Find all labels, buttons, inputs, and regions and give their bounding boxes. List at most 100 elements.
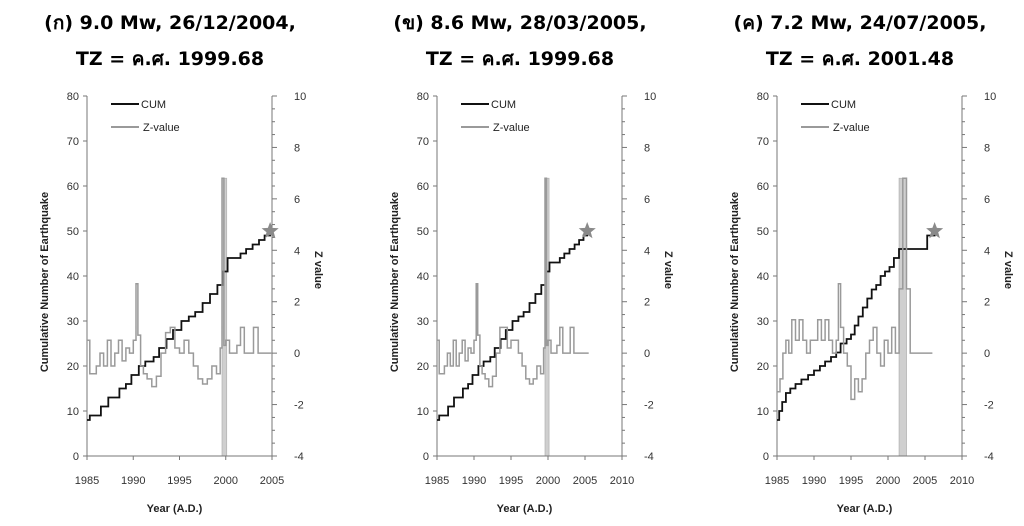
- y-tick-label: 10: [417, 406, 429, 418]
- y2-tick-label: 6: [644, 194, 650, 206]
- x-tick-label: 2010: [610, 475, 634, 487]
- x-tick-label: 1995: [839, 475, 863, 487]
- y2-tick-label: 2: [294, 297, 300, 309]
- y2-tick-label: -2: [294, 400, 304, 412]
- y2-tick-label: 6: [984, 194, 990, 206]
- panel-title-line2: TZ = ค.ศ. 1999.68: [425, 48, 615, 70]
- y-axis-label: Cumulative Number of Earthquake: [729, 192, 741, 372]
- event-star-marker: [261, 222, 279, 239]
- y2-tick-label: 2: [984, 297, 990, 309]
- y2-tick-label: 4: [294, 245, 300, 257]
- x-tick-label: 1990: [462, 475, 486, 487]
- y-tick-label: 10: [67, 406, 79, 418]
- legend-cum-label: CUM: [141, 99, 166, 111]
- y-tick-label: 80: [757, 91, 769, 103]
- y2-tick-label: 8: [984, 142, 990, 154]
- y2-axis-label: Z value: [662, 251, 674, 289]
- y-tick-label: 20: [757, 361, 769, 373]
- y-tick-label: 50: [757, 226, 769, 238]
- panel-b: (ข) 8.6 Mw, 28/03/2005, TZ = ค.ศ. 1999.6…: [350, 0, 690, 526]
- zvalue-series-line: [777, 177, 933, 401]
- x-tick-label: 2000: [876, 475, 900, 487]
- y2-tick-label: 6: [294, 194, 300, 206]
- x-tick-label: 1995: [167, 475, 191, 487]
- legend-cum-label: CUM: [831, 99, 856, 111]
- panel-title-line1: (ข) 8.6 Mw, 28/03/2005,: [393, 12, 647, 34]
- y-tick-label: 40: [757, 271, 769, 283]
- x-tick-label: 2010: [950, 475, 974, 487]
- zvalue-series-line: [87, 177, 272, 388]
- x-tick-label: 2000: [214, 475, 238, 487]
- y2-tick-label: 10: [984, 91, 996, 103]
- x-axis-label: Year (A.D.): [837, 503, 893, 515]
- y-tick-label: 60: [67, 181, 79, 193]
- y-tick-label: 0: [423, 451, 429, 463]
- y-tick-label: 0: [763, 451, 769, 463]
- legend-zvalue-label: Z-value: [143, 122, 180, 134]
- y-tick-label: 10: [757, 406, 769, 418]
- cum-series-line: [87, 231, 271, 421]
- y2-tick-label: -2: [644, 400, 654, 412]
- y2-tick-label: 4: [644, 245, 650, 257]
- panel-title-line1: (ก) 9.0 Mw, 26/12/2004,: [44, 12, 296, 34]
- y-tick-label: 70: [417, 136, 429, 148]
- y2-tick-label: 10: [644, 91, 656, 103]
- y2-tick-label: -2: [984, 400, 994, 412]
- y2-tick-label: -4: [294, 451, 304, 463]
- x-tick-label: 1995: [499, 475, 523, 487]
- y-tick-label: 80: [417, 91, 429, 103]
- x-tick-label: 2005: [260, 475, 284, 487]
- x-tick-label: 1985: [765, 475, 789, 487]
- y-tick-label: 50: [67, 226, 79, 238]
- y2-tick-label: 8: [644, 142, 650, 154]
- y2-tick-label: -4: [644, 451, 654, 463]
- event-star-marker: [926, 222, 944, 239]
- x-tick-label: 2000: [536, 475, 560, 487]
- chart-panel-c: 0 10 20 30 40 50 60 70 80 -4 -2 0 2 4 6 8 10 1985 1990 1995…: [729, 91, 1014, 515]
- y2-tick-label: 4: [984, 245, 990, 257]
- y-tick-label: 40: [67, 271, 79, 283]
- y-tick-label: 80: [67, 91, 79, 103]
- y2-axis-label: Z value: [312, 251, 324, 289]
- legend-zvalue-label: Z-value: [833, 122, 870, 134]
- zvalue-series-line: [437, 177, 589, 388]
- x-tick-label: 1990: [802, 475, 826, 487]
- y2-tick-label: 2: [644, 297, 650, 309]
- y2-tick-label: 0: [294, 348, 300, 360]
- y2-axis-label: Z value: [1002, 251, 1014, 289]
- legend-cum-label: CUM: [491, 99, 516, 111]
- y2-tick-label: 8: [294, 142, 300, 154]
- event-star-marker: [578, 222, 596, 239]
- panel-a: (ก) 9.0 Mw, 26/12/2004, TZ = ค.ศ. 1999.6…: [0, 0, 340, 526]
- y-tick-label: 50: [417, 226, 429, 238]
- x-axis-label: Year (A.D.): [147, 503, 203, 515]
- x-tick-label: 1985: [75, 475, 99, 487]
- x-tick-label: 1985: [425, 475, 449, 487]
- y-tick-label: 70: [757, 136, 769, 148]
- y-tick-label: 70: [67, 136, 79, 148]
- cum-series-line: [437, 231, 589, 421]
- y-tick-label: 60: [417, 181, 429, 193]
- y-tick-label: 20: [417, 361, 429, 373]
- y-axis-label: Cumulative Number of Earthquake: [389, 192, 401, 372]
- legend-zvalue-label: Z-value: [493, 122, 530, 134]
- y2-tick-label: 0: [644, 348, 650, 360]
- y2-tick-label: 0: [984, 348, 990, 360]
- y2-tick-label: -4: [984, 451, 994, 463]
- panel-title-line2: TZ = ค.ศ. 2001.48: [765, 48, 955, 70]
- y-tick-label: 60: [757, 181, 769, 193]
- y-tick-label: 40: [417, 271, 429, 283]
- y-tick-label: 0: [73, 451, 79, 463]
- panel-title-line1: (ค) 7.2 Mw, 24/07/2005,: [733, 12, 987, 34]
- x-tick-label: 1990: [121, 475, 145, 487]
- x-tick-label: 2005: [573, 475, 597, 487]
- y-tick-label: 30: [67, 316, 79, 328]
- chart-panel-a: 0 10 20 30 40 50 60 70 80 -4 -2 0 2 4 6 8 10 1985 1990 1995…: [39, 91, 324, 515]
- x-tick-label: 2005: [913, 475, 937, 487]
- y2-tick-label: 10: [294, 91, 306, 103]
- x-axis-label: Year (A.D.): [497, 503, 553, 515]
- y-tick-label: 30: [757, 316, 769, 328]
- y-tick-label: 20: [67, 361, 79, 373]
- y-axis-label: Cumulative Number of Earthquake: [39, 192, 51, 372]
- chart-panel-b: 0 10 20 30 40 50 60 70 80 -4 -2 0 2 4 6 8 10 1985 1990 1995…: [389, 91, 674, 515]
